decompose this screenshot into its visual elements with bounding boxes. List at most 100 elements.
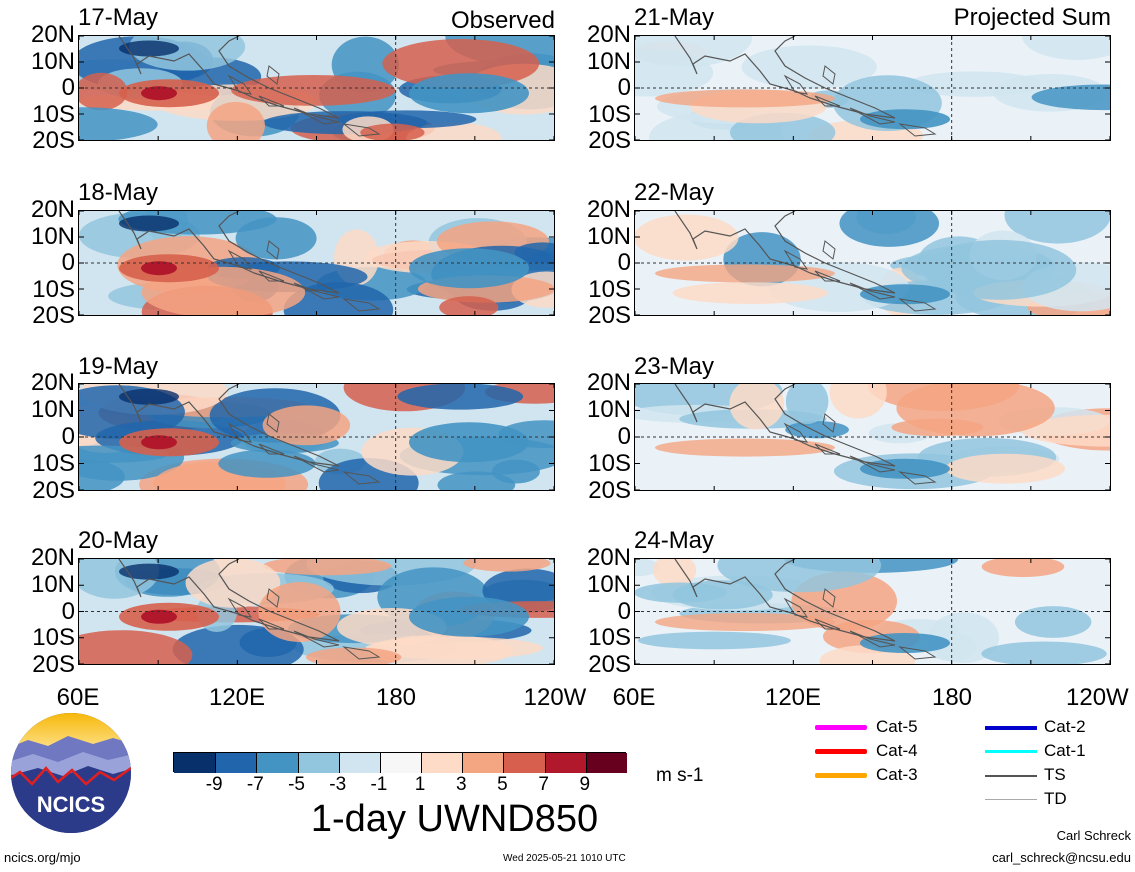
logo-text: NCICS	[37, 792, 105, 817]
legend-label: TD	[1044, 789, 1067, 808]
lat-label: 20S	[588, 127, 631, 154]
colorbar-swatch	[585, 753, 628, 773]
wind-map-panel	[634, 558, 1111, 665]
legend-line-cat4	[815, 749, 867, 754]
legend-line-cat5	[815, 725, 867, 730]
panel-date: 20-May	[78, 527, 159, 554]
lat-label: 10N	[30, 570, 75, 598]
lat-label: 0	[617, 597, 631, 625]
colorbar-swatch	[503, 753, 546, 773]
colorbar-tick-label: 3	[455, 774, 467, 795]
legend-line-cat1	[985, 750, 1037, 753]
colorbar-swatch	[544, 753, 587, 773]
lat-label: 10S	[588, 450, 631, 477]
lat-label: 20N	[30, 196, 75, 223]
lat-label: 10S	[588, 100, 631, 128]
colorbar-swatch	[297, 753, 340, 773]
lat-label: 10N	[30, 222, 75, 250]
lat-label: 10N	[30, 47, 75, 75]
legend-label: Cat-4	[876, 741, 918, 760]
wind-map-panel	[78, 210, 555, 316]
legend-label: Cat-2	[1044, 717, 1086, 736]
panel-tag-observed: Observed	[450, 7, 555, 34]
lat-label: 20S	[32, 302, 75, 329]
lat-label: 10S	[32, 100, 75, 128]
wind-map-panel	[634, 210, 1111, 316]
legend-line-td	[985, 799, 1037, 800]
wind-map-panel	[634, 383, 1111, 491]
footer-email: carl_schreck@ncsu.edu	[992, 850, 1131, 865]
lon-label: 120E	[208, 684, 266, 711]
colorbar-tick-label: 7	[538, 774, 549, 795]
legend-label: Cat-3	[876, 765, 918, 784]
colorbar-tick-label: 5	[497, 774, 508, 795]
panel-date: 19-May	[78, 353, 159, 380]
lon-label: 60E	[56, 684, 100, 711]
lat-label: 10S	[588, 624, 631, 652]
colorbar-swatch	[462, 753, 504, 773]
colorbar-tick-label: 9	[579, 774, 591, 795]
ncics-logo: NCICS	[8, 710, 134, 836]
wind-map-panel	[78, 558, 555, 665]
lat-label: 20S	[32, 477, 75, 504]
lat-label: 20S	[32, 127, 75, 154]
colorbar-tick-label: -7	[246, 774, 264, 795]
colorbar-swatch	[174, 753, 216, 773]
lat-label: 0	[617, 74, 631, 101]
lat-label: 10N	[586, 222, 631, 250]
lon-label: 180	[375, 684, 417, 711]
lat-label: 10N	[586, 570, 631, 598]
lat-label: 20S	[588, 651, 631, 678]
panel-date: 21-May	[634, 4, 715, 31]
legend-label: Cat-5	[876, 717, 918, 736]
lat-label: 0	[617, 249, 631, 276]
lat-label: 20S	[32, 651, 75, 678]
lat-label: 20N	[586, 196, 631, 223]
lat-label: 0	[61, 74, 75, 101]
colorbar-swatch	[421, 753, 463, 773]
lat-label: 0	[61, 597, 75, 625]
lat-label: 0	[617, 423, 631, 450]
colorbar-units: m s-1	[656, 765, 704, 786]
colorbar-swatch	[338, 753, 381, 773]
legend-line-cat2	[985, 726, 1037, 730]
lat-label: 10S	[32, 450, 75, 477]
lat-label: 10N	[586, 47, 631, 75]
footer-timestamp: Wed 2025-05-21 1010 UTC	[503, 853, 626, 864]
legend-label: TS	[1044, 765, 1066, 784]
lat-label: 10N	[586, 396, 631, 423]
lat-label: 10S	[32, 624, 75, 652]
lat-label: 20N	[30, 369, 75, 396]
colorbar-tick-label: -5	[288, 774, 305, 795]
lat-label: 20S	[588, 477, 631, 504]
lat-label: 20N	[586, 21, 631, 48]
colorbar-swatch	[379, 753, 422, 773]
lat-label: 10S	[588, 275, 631, 303]
wind-map-panel	[78, 383, 555, 491]
legend-line-cat3	[815, 773, 867, 778]
lat-label: 20N	[586, 369, 631, 396]
colorbar-tick-label: -3	[329, 774, 347, 795]
panel-date: 24-May	[634, 527, 715, 554]
lat-label: 20N	[30, 544, 75, 571]
panel-date: 23-May	[634, 353, 715, 380]
panel-tag-projected: Projected Sum	[953, 4, 1111, 31]
colorbar-swatch	[256, 753, 299, 773]
colorbar-swatch	[215, 753, 257, 773]
colorbar-tick-label: -1	[370, 774, 388, 795]
lon-label: 120E	[764, 684, 822, 711]
lat-label: 20S	[588, 302, 631, 329]
panel-date: 18-May	[78, 179, 159, 206]
lat-label: 0	[61, 423, 75, 450]
lon-label: 120W	[1066, 684, 1129, 711]
footer-author: Carl Schreck	[1056, 828, 1131, 843]
panel-date: 22-May	[634, 179, 715, 206]
colorbar-tick-label: 1	[414, 774, 426, 795]
wind-map-panel	[78, 35, 555, 141]
plot-title: 1-day UWND850	[310, 798, 599, 840]
lat-label: 0	[61, 249, 75, 276]
colorbar	[173, 752, 628, 773]
lon-label: 60E	[612, 684, 656, 711]
lat-label: 20N	[30, 21, 75, 48]
lat-label: 20N	[586, 544, 631, 571]
